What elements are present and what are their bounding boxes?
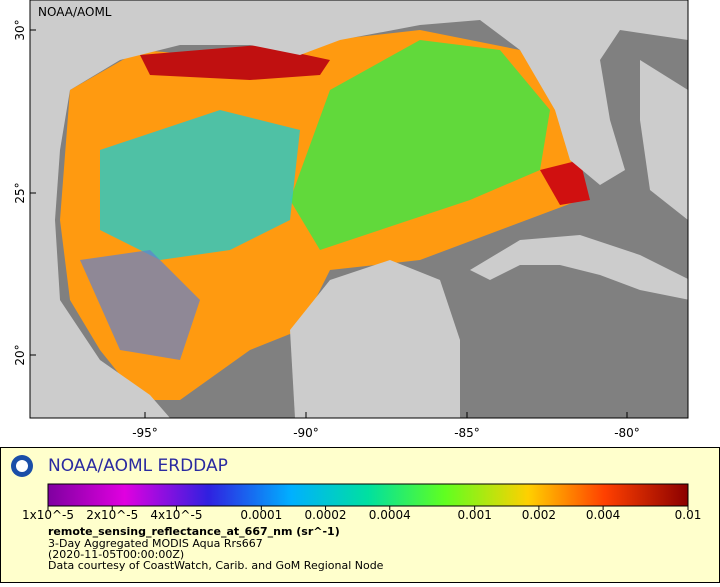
lon-label: -90° [293, 426, 319, 440]
land [290, 260, 460, 418]
colorbar-label: 1x10^-5 [22, 508, 74, 522]
legend-title: NOAA/AOML ERDDAP [48, 456, 228, 476]
map-frame [29, 0, 689, 419]
lat-label: 30° [13, 19, 27, 40]
colorbar-label: 0.0001 [240, 508, 282, 522]
info-line: (2020-11-05T00:00:00Z) [48, 548, 184, 561]
lon-label: -85° [454, 426, 480, 440]
colorbar-label: 0.01 [675, 508, 702, 522]
info-line: 3-Day Aggregated MODIS Aqua Rrs667 [48, 537, 263, 550]
land [30, 0, 688, 418]
colorbar-label: 0.002 [522, 508, 556, 522]
data-field [100, 110, 300, 260]
land [640, 60, 688, 220]
data-field [540, 160, 590, 205]
colorbar-label: 4x10^-5 [150, 508, 202, 522]
colorbar-label: 0.004 [586, 508, 620, 522]
colorbar-label: 2x10^-5 [86, 508, 138, 522]
lat-label: 20° [13, 344, 27, 365]
lon-label: -80° [614, 426, 640, 440]
noaa-logo [16, 460, 28, 472]
data-field [290, 40, 550, 250]
legend-panel [0, 447, 720, 583]
variable-name: remote_sensing_reflectance_at_667_nm (sr… [48, 525, 340, 538]
info-line: Data courtesy of CoastWatch, Carib. and … [48, 559, 384, 572]
map [30, 0, 688, 418]
corner-label: NOAA/AOML [38, 5, 112, 19]
colorbar-label: 0.001 [457, 508, 491, 522]
colorbar [47, 483, 689, 507]
lon-label: -95° [132, 426, 158, 440]
colorbar-label: 0.0004 [369, 508, 411, 522]
colorbar-label: 0.0002 [305, 508, 347, 522]
land [470, 235, 688, 300]
data-field [140, 45, 330, 80]
map-ticks: 30° 25° 20° -95° -90° -85° -80° [13, 19, 640, 440]
lat-label: 25° [13, 182, 27, 203]
data-field [80, 250, 200, 360]
